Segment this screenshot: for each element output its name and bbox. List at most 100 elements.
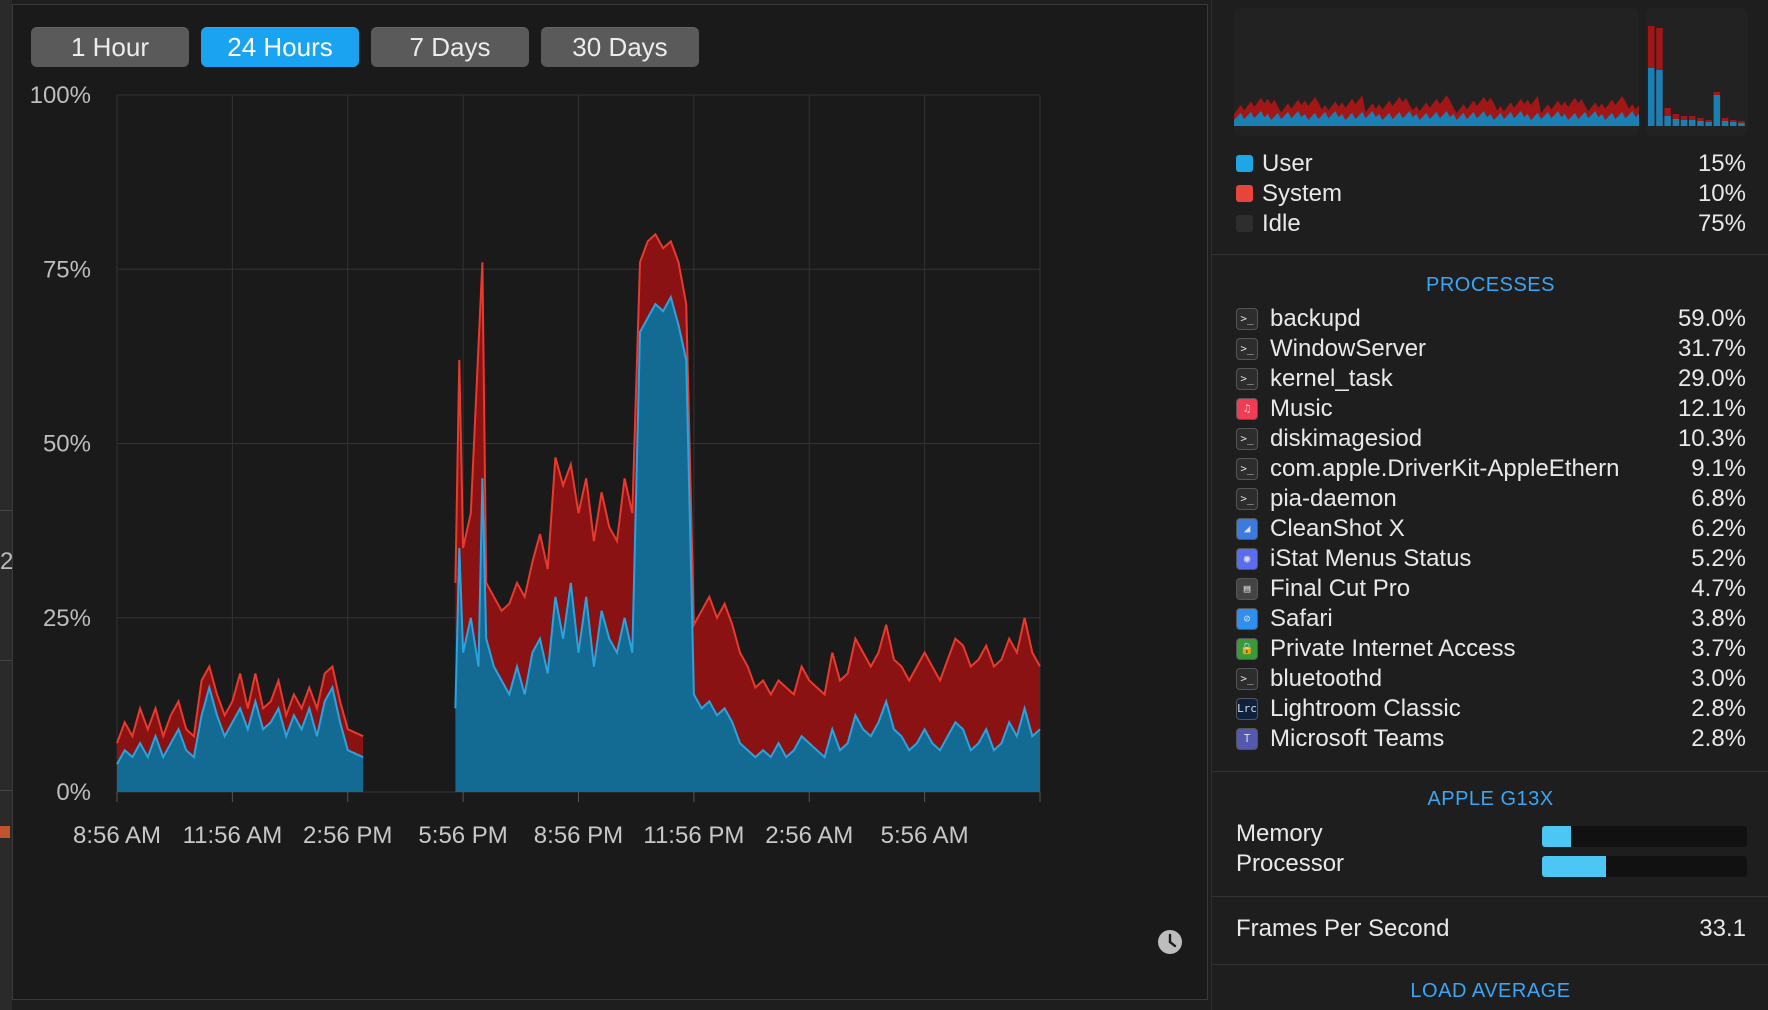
process-row[interactable]: ⊘ Safari 3.8%	[1236, 605, 1746, 635]
process-row[interactable]: ◢ CleanShot X 6.2%	[1236, 515, 1746, 545]
gpu-memory-fill	[1542, 826, 1571, 847]
terminal-icon: >_	[1236, 428, 1258, 450]
process-name: kernel_task	[1270, 365, 1393, 392]
process-row[interactable]: >_ kernel_task 29.0%	[1236, 365, 1746, 395]
background-window-glyph: 2	[0, 548, 14, 575]
core-user-bar	[1689, 120, 1696, 126]
core-user-bar	[1697, 121, 1704, 126]
gpu-processor-row: Processor	[1236, 850, 1747, 880]
series-line-system	[454, 232, 1041, 697]
y-tick-label: 50%	[43, 431, 91, 458]
range-button-1-hour[interactable]: 1 Hour	[31, 27, 189, 67]
process-percent: 4.7%	[1691, 575, 1746, 602]
terminal-icon: >_	[1236, 338, 1258, 360]
cpu-history-chart: 100% 75% 50% 25% 0% 8:56 AM 11:56 AM 2:56 PM 5:…	[30, 82, 1182, 954]
divider	[1212, 896, 1768, 897]
background-window-line	[0, 660, 12, 661]
process-percent: 3.0%	[1691, 665, 1746, 692]
fps-label: Frames Per Second	[1236, 915, 1450, 942]
legend-label: Idle	[1262, 210, 1301, 237]
series-area-user	[117, 687, 364, 792]
legend-value: 75%	[1697, 210, 1746, 237]
process-row[interactable]: ▤ Final Cut Pro 4.7%	[1236, 575, 1746, 605]
x-tick-label: 2:56 AM	[765, 822, 853, 849]
y-tick-label: 100%	[30, 82, 91, 109]
process-name: WindowServer	[1270, 335, 1427, 362]
process-percent: 6.2%	[1691, 515, 1746, 542]
process-row[interactable]: >_ WindowServer 31.7%	[1236, 335, 1746, 365]
x-tick-label: 8:56 PM	[534, 822, 623, 849]
gpu-processor-fill	[1542, 856, 1606, 877]
process-row[interactable]: ♫ Music 12.1%	[1236, 395, 1746, 425]
clock-icon[interactable]	[1158, 930, 1182, 954]
terminal-icon: >_	[1236, 458, 1258, 480]
gpu-memory-bar	[1542, 826, 1747, 847]
background-window-edge: 2	[0, 0, 14, 1010]
cpu-history-window: 1 Hour 24 Hours 7 Days 30 Days 100% 75% 50…	[12, 4, 1208, 1000]
process-name: com.apple.DriverKit-AppleEthern	[1270, 455, 1620, 482]
core-user-bar	[1656, 70, 1663, 126]
range-button-30-days[interactable]: 30 Days	[541, 27, 699, 67]
process-percent: 3.8%	[1691, 605, 1746, 632]
fps-row: Frames Per Second 33.1	[1236, 915, 1746, 945]
process-row[interactable]: >_ bluetoothd 3.0%	[1236, 665, 1746, 695]
background-window-line	[0, 790, 12, 791]
background-window-marker	[0, 826, 10, 838]
process-percent: 59.0%	[1677, 305, 1746, 332]
divider	[1212, 964, 1768, 965]
compass-icon: ⊘	[1236, 608, 1258, 630]
process-percent: 3.7%	[1691, 635, 1746, 662]
process-row[interactable]: 🔒 Private Internet Access 3.7%	[1236, 635, 1746, 665]
x-tick-label: 2:56 PM	[303, 822, 392, 849]
x-tick-label: 8:56 AM	[73, 822, 161, 849]
core-usage-graph	[1646, 8, 1748, 136]
x-tick-label: 5:56 AM	[881, 822, 969, 849]
core-user-bar	[1705, 122, 1712, 126]
legend-system: System 10%	[1236, 180, 1746, 208]
mini-user-area	[1234, 111, 1639, 126]
series-line-user	[454, 294, 1041, 759]
process-name: iStat Menus Status	[1270, 545, 1472, 572]
process-row[interactable]: >_ diskimagesiod 10.3%	[1236, 425, 1746, 455]
core-user-bar	[1721, 121, 1729, 126]
process-name: diskimagesiod	[1270, 425, 1423, 452]
lightroom-icon: Lrc	[1236, 698, 1258, 720]
process-row[interactable]: ◉ iStat Menus Status 5.2%	[1236, 545, 1746, 575]
process-name: pia-daemon	[1270, 485, 1397, 512]
y-tick-label: 75%	[43, 256, 91, 283]
process-row[interactable]: >_ com.apple.DriverKit-AppleEthern 9.1%	[1236, 455, 1746, 485]
idle-swatch	[1236, 215, 1253, 232]
series-line-user	[116, 683, 364, 765]
process-percent: 2.8%	[1691, 725, 1746, 752]
core-user-bar	[1730, 122, 1737, 126]
divider	[1212, 771, 1768, 772]
cleanshot-icon: ◢	[1236, 518, 1258, 540]
terminal-icon: >_	[1236, 368, 1258, 390]
process-percent: 6.8%	[1691, 485, 1746, 512]
process-percent: 2.8%	[1691, 695, 1746, 722]
range-button-7-days[interactable]: 7 Days	[371, 27, 529, 67]
x-tick-label: 5:56 PM	[418, 822, 507, 849]
process-row[interactable]: Lrc Lightroom Classic 2.8%	[1236, 695, 1746, 725]
x-axis-ticks: 8:56 AM 11:56 AM 2:56 PM 5:56 PM 8:56 PM 11:5…	[73, 822, 969, 849]
process-percent: 29.0%	[1677, 365, 1746, 392]
range-button-24-hours[interactable]: 24 Hours	[201, 27, 359, 67]
process-row[interactable]: >_ pia-daemon 6.8%	[1236, 485, 1746, 515]
x-tick-label: 11:56 AM	[183, 822, 283, 849]
legend-user: User 15%	[1236, 150, 1746, 178]
process-row[interactable]: >_ backupd 59.0%	[1236, 305, 1746, 335]
terminal-icon: >_	[1236, 308, 1258, 330]
gpu-processor-bar	[1542, 856, 1747, 877]
terminal-icon: >_	[1236, 488, 1258, 510]
gpu-processor-label: Processor	[1236, 850, 1345, 877]
teams-icon: T	[1236, 728, 1258, 750]
system-swatch	[1236, 185, 1253, 202]
cpu-side-panel: User 15% System 10% Idle 75% PROCESSES >…	[1211, 0, 1768, 1010]
series-line-system	[116, 663, 364, 744]
process-percent: 9.1%	[1691, 455, 1746, 482]
core-user-bar	[1664, 116, 1671, 126]
legend-value: 10%	[1697, 180, 1746, 207]
legend-value: 15%	[1697, 150, 1746, 177]
process-row[interactable]: T Microsoft Teams 2.8%	[1236, 725, 1746, 755]
process-percent: 31.7%	[1677, 335, 1746, 362]
